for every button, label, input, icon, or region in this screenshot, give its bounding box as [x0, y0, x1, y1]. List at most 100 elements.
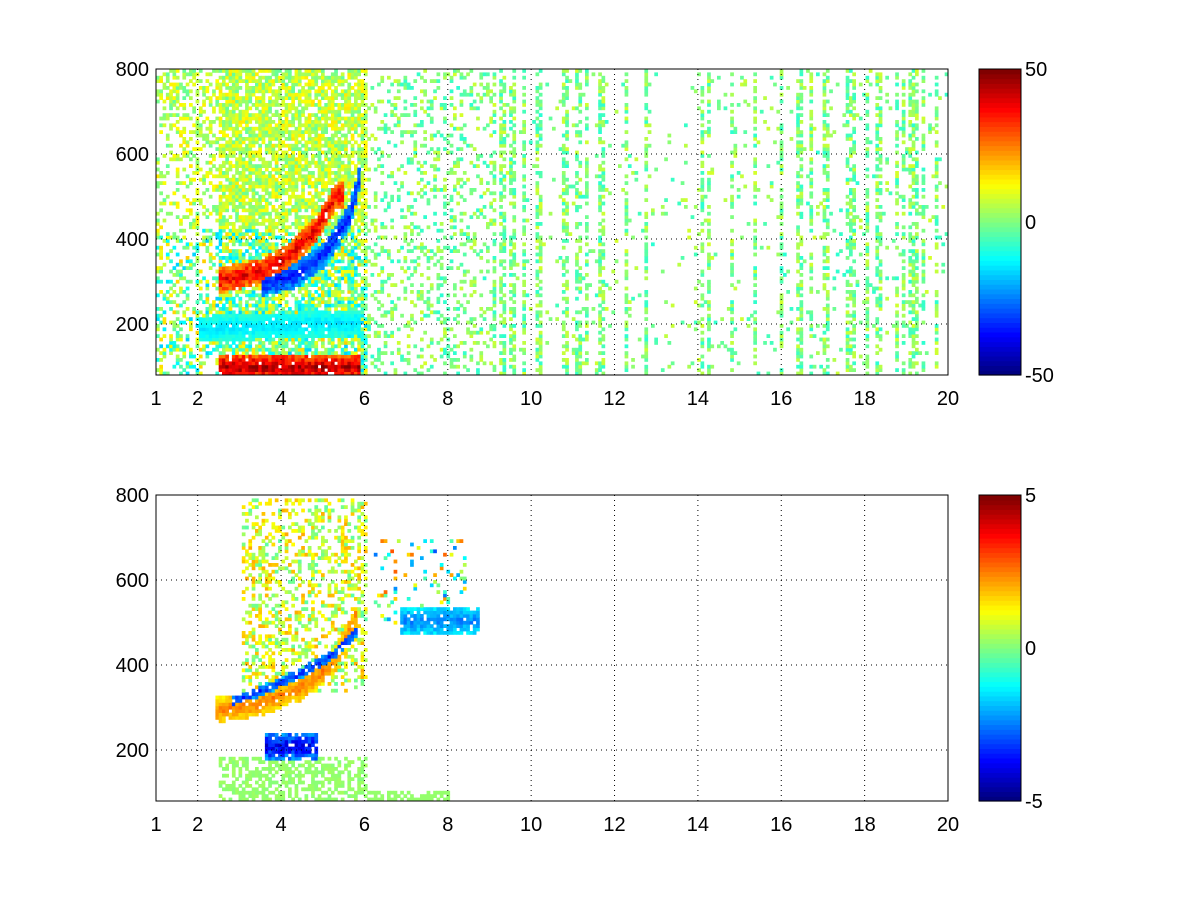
- heatmap-cell: [175, 201, 180, 206]
- heatmap-cell: [307, 215, 312, 219]
- heatmap-cell: [218, 109, 223, 114]
- heatmap-cell: [271, 296, 276, 301]
- heatmap-cell: [426, 249, 431, 253]
- heatmap-cell: [459, 177, 464, 182]
- heatmap-cell: [172, 154, 177, 158]
- heatmap-cell: [274, 341, 279, 345]
- heatmap-cell: [449, 259, 454, 264]
- heatmap-cell: [334, 334, 338, 338]
- heatmap-cell: [264, 75, 269, 80]
- heatmap-cell: [251, 137, 256, 141]
- heatmap-cell: [439, 249, 444, 253]
- heatmap-cell: [238, 140, 243, 145]
- heatmap-cell: [354, 290, 358, 294]
- heatmap-cell: [334, 140, 338, 145]
- heatmap-cell: [251, 208, 256, 213]
- heatmap-cell: [251, 69, 256, 73]
- heatmap-cell: [479, 181, 484, 185]
- heatmap-cell: [357, 211, 361, 216]
- heatmap-cell: [264, 218, 269, 223]
- heatmap-cell: [476, 154, 480, 158]
- heatmap-cell: [337, 290, 342, 294]
- heatmap-cell: [433, 188, 437, 192]
- heatmap-cell: [466, 225, 470, 230]
- heatmap-cell: [396, 89, 401, 94]
- heatmap-cell: [327, 86, 332, 90]
- heatmap-cell: [264, 269, 269, 274]
- heatmap-cell: [350, 290, 355, 294]
- heatmap-cell: [251, 75, 256, 80]
- heatmap-cell: [360, 317, 365, 321]
- heatmap-cell: [466, 72, 470, 77]
- heatmap-cell: [363, 225, 368, 230]
- heatmap-cell: [301, 109, 305, 114]
- heatmap-cell: [281, 188, 286, 192]
- heatmap-cell: [251, 279, 256, 284]
- heatmap-cell: [357, 143, 361, 148]
- heatmap-cell: [502, 245, 507, 250]
- heatmap-cell: [436, 245, 441, 250]
- heatmap-cell: [185, 184, 190, 189]
- heatmap-cell: [235, 364, 239, 369]
- heatmap-cell: [281, 252, 286, 257]
- heatmap-cell: [330, 99, 335, 104]
- heatmap-cell: [212, 154, 216, 158]
- heatmap-cell: [350, 215, 355, 219]
- heatmap-cell: [324, 290, 328, 294]
- heatmap-cell: [314, 368, 319, 372]
- heatmap-cell: [258, 245, 262, 250]
- heatmap-cell: [274, 273, 279, 277]
- heatmap-cell: [344, 249, 348, 253]
- heatmap-cell: [373, 262, 378, 267]
- heatmap-cell: [301, 269, 305, 274]
- heatmap-cell: [238, 177, 243, 182]
- heatmap-cell: [274, 371, 279, 376]
- heatmap-cell: [363, 334, 368, 338]
- heatmap-cell: [330, 361, 335, 366]
- heatmap-cell: [317, 211, 322, 216]
- heatmap-cell: [297, 123, 302, 128]
- heatmap-cell: [294, 252, 299, 257]
- heatmap-cell: [291, 249, 295, 253]
- heatmap-cell: [334, 130, 338, 134]
- heatmap-cell: [294, 368, 299, 372]
- heatmap-cell: [443, 201, 447, 206]
- heatmap-cell: [291, 320, 295, 325]
- heatmap-cell: [231, 347, 236, 352]
- heatmap-cell: [522, 317, 526, 321]
- heatmap-cell: [225, 103, 229, 107]
- heatmap-cell: [182, 113, 187, 117]
- heatmap-cell: [288, 262, 292, 267]
- heatmap-cell: [281, 279, 286, 284]
- heatmap-cell: [294, 330, 299, 335]
- heatmap-cell: [317, 239, 322, 243]
- heatmap-cell: [350, 283, 355, 287]
- heatmap-cell: [205, 354, 210, 359]
- heatmap-cell: [179, 116, 183, 121]
- heatmap-cell: [182, 245, 187, 250]
- heatmap-cell: [245, 225, 249, 230]
- heatmap-cell: [271, 371, 276, 376]
- heatmap-cell: [314, 201, 319, 206]
- heatmap-cell: [202, 361, 206, 366]
- heatmap-cell: [314, 205, 319, 209]
- heatmap-cell: [264, 273, 269, 277]
- heatmap-cell: [228, 279, 233, 284]
- heatmap-cell: [509, 113, 513, 117]
- heatmap-cell: [156, 89, 160, 94]
- heatmap-cell: [185, 307, 190, 311]
- heatmap-cell: [387, 334, 391, 338]
- heatmap-cell: [284, 364, 289, 369]
- heatmap-cell: [238, 242, 243, 247]
- heatmap-cell: [499, 123, 503, 128]
- heatmap-cell: [472, 99, 477, 104]
- heatmap-cell: [307, 89, 312, 94]
- heatmap-cell: [222, 351, 226, 355]
- heatmap-cell: [472, 188, 477, 192]
- heatmap-cell: [337, 218, 342, 223]
- heatmap-cell: [410, 205, 414, 209]
- heatmap-cell: [248, 92, 253, 97]
- heatmap-cell: [281, 334, 286, 338]
- heatmap-cell: [205, 324, 210, 328]
- heatmap-cell: [502, 215, 507, 219]
